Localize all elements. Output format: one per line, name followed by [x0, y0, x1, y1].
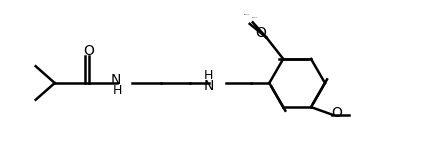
Text: O: O	[84, 44, 95, 58]
Text: methoxy: methoxy	[243, 14, 250, 15]
Text: N: N	[203, 79, 214, 93]
Text: H: H	[113, 84, 122, 97]
Text: methoxy: methoxy	[252, 16, 258, 18]
Text: O: O	[255, 26, 266, 40]
Text: N: N	[111, 73, 121, 87]
Text: O: O	[331, 106, 342, 120]
Text: H: H	[204, 69, 214, 82]
